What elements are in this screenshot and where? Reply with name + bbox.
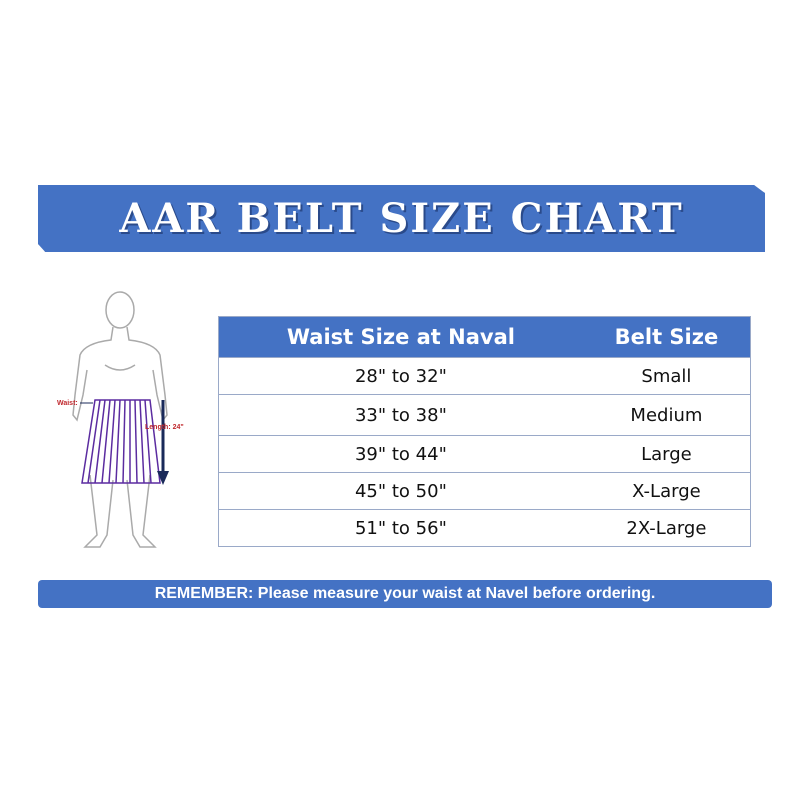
size-cell: Small	[582, 357, 751, 395]
table-row: 51" to 56" 2X-Large	[218, 509, 751, 547]
table-header-row: Waist Size at Naval Belt Size	[218, 316, 751, 358]
size-cell: Large	[582, 435, 751, 473]
reminder-text: REMEMBER: Please measure your waist at N…	[154, 585, 656, 602]
skirt-icon	[81, 399, 161, 484]
table-row: 28" to 32" Small	[218, 357, 751, 395]
table-row: 45" to 50" X-Large	[218, 472, 751, 510]
size-cell: 2X-Large	[582, 509, 751, 547]
waist-cell: 28" to 32"	[218, 357, 583, 395]
size-cell: X-Large	[582, 472, 751, 510]
waist-cell: 51" to 56"	[218, 509, 583, 547]
table-row: 39" to 44" Large	[218, 435, 751, 473]
page-title: AAR BELT SIZE CHART	[119, 195, 684, 242]
length-label: Length: 24"	[145, 424, 184, 431]
size-table: Waist Size at Naval Belt Size 28" to 32"…	[218, 316, 751, 547]
header-waist: Waist Size at Naval	[218, 316, 583, 358]
waist-cell: 33" to 38"	[218, 394, 583, 436]
waist-cell: 45" to 50"	[218, 472, 583, 510]
waist-cell: 39" to 44"	[218, 435, 583, 473]
size-cell: Medium	[582, 394, 751, 436]
reminder-banner: REMEMBER: Please measure your waist at N…	[38, 580, 772, 608]
title-banner: AAR BELT SIZE CHART	[38, 185, 765, 252]
header-belt-size: Belt Size	[582, 316, 751, 358]
waist-label: Waist:	[57, 400, 78, 407]
table-row: 33" to 38" Medium	[218, 394, 751, 436]
body-measurement-illustration: Waist: Length: 24"	[45, 285, 225, 560]
